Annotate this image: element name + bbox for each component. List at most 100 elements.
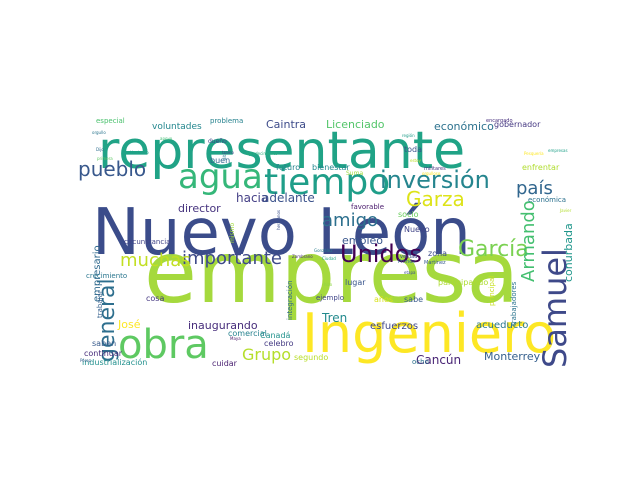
word-15: importante bbox=[182, 248, 282, 269]
word-63: favorable bbox=[351, 203, 384, 211]
word-23: director bbox=[178, 202, 221, 215]
word-40: crecimiento bbox=[86, 272, 127, 280]
word-16: muchas bbox=[120, 250, 191, 271]
word-1: Nuevo León bbox=[92, 196, 471, 270]
word-22: económico bbox=[434, 120, 494, 133]
word-28: voluntades bbox=[152, 122, 202, 132]
word-54: participando bbox=[438, 278, 488, 287]
word-41: trabajar bbox=[96, 290, 104, 318]
word-82: Maya bbox=[230, 336, 241, 341]
word-94: dueño bbox=[208, 138, 227, 145]
word-47: celebro bbox=[264, 339, 294, 348]
word-55: principal bbox=[488, 276, 496, 306]
word-72: encargado bbox=[486, 118, 513, 124]
word-80: González bbox=[314, 248, 332, 253]
word-71: económica bbox=[528, 196, 566, 204]
word-77: Primos bbox=[398, 259, 415, 265]
word-90: primera bbox=[97, 156, 113, 161]
word-19: Armando bbox=[518, 200, 539, 282]
word-11: García bbox=[458, 237, 529, 262]
word-76: Martínez bbox=[424, 259, 446, 266]
word-0: empresa bbox=[144, 223, 519, 323]
word-43: continuar bbox=[84, 349, 123, 358]
word-59: lugar bbox=[345, 278, 366, 287]
word-35: Monterrey bbox=[484, 350, 541, 363]
word-42: saben bbox=[92, 339, 116, 348]
word-93: agradecimiento bbox=[246, 151, 278, 156]
word-79: Ciudad bbox=[322, 256, 336, 261]
word-10: pueblo bbox=[78, 157, 146, 181]
word-98: región bbox=[402, 133, 415, 138]
word-83: Pérez bbox=[80, 358, 91, 363]
word-49: Canadá bbox=[260, 331, 291, 340]
word-96: estoy bbox=[410, 158, 422, 163]
word-70: enfrentar bbox=[522, 163, 560, 172]
word-24: empleo bbox=[342, 234, 383, 247]
word-58: cosa bbox=[146, 294, 164, 303]
word-2: representante bbox=[98, 121, 465, 181]
word-46: segundo bbox=[294, 353, 328, 362]
word-62: socio bbox=[398, 210, 419, 219]
word-4: obra bbox=[118, 322, 209, 368]
word-60: zona bbox=[428, 249, 447, 258]
word-73: militares bbox=[424, 166, 446, 172]
word-74: mismo bbox=[229, 223, 236, 243]
word-27: Licenciado bbox=[326, 118, 385, 131]
word-50: integración bbox=[286, 280, 294, 320]
word-97: orgulloso bbox=[422, 171, 441, 176]
word-31: inaugurando bbox=[188, 319, 258, 332]
word-75: verdad bbox=[400, 254, 417, 260]
word-67: toda bbox=[404, 145, 422, 154]
word-37: esfuerzos bbox=[370, 321, 418, 332]
word-99: empresas bbox=[548, 148, 568, 153]
word-56: trabajadores bbox=[510, 281, 518, 326]
word-7: Samuel bbox=[536, 248, 574, 368]
word-48: comercial bbox=[228, 329, 267, 338]
word-92: tramo bbox=[222, 150, 235, 155]
word-14: país bbox=[516, 178, 553, 199]
word-17: amigo bbox=[322, 210, 378, 231]
word-57: ocho bbox=[412, 358, 429, 366]
word-9: Unidos bbox=[340, 240, 422, 268]
word-100: apoyo bbox=[160, 136, 173, 141]
word-86: alta bbox=[222, 152, 227, 160]
word-26: Caintra bbox=[266, 118, 306, 131]
word-6: tiempo bbox=[264, 162, 390, 203]
word-32: José bbox=[117, 318, 141, 331]
word-68: buen bbox=[210, 156, 230, 165]
word-61: Nuevo bbox=[404, 225, 430, 234]
word-34: Cancún bbox=[416, 353, 461, 367]
word-87: Javier bbox=[559, 208, 572, 213]
word-89: orgullo bbox=[92, 130, 106, 135]
word-44: industrialización bbox=[82, 357, 147, 367]
word-12: general bbox=[95, 278, 120, 362]
word-5: agua bbox=[178, 157, 263, 197]
word-13: Garza bbox=[406, 187, 465, 211]
word-52: años bbox=[374, 295, 393, 304]
word-36: acueducto bbox=[476, 320, 528, 331]
word-66: Suma bbox=[346, 170, 363, 177]
word-21: adelante bbox=[262, 191, 315, 205]
word-84: hermanos bbox=[276, 210, 281, 230]
word-30: problema bbox=[210, 117, 243, 125]
word-20: hacia bbox=[236, 191, 268, 205]
word-39: circunstancia bbox=[124, 238, 170, 246]
word-51: ejemplo bbox=[316, 294, 344, 302]
word-88: Pesquería bbox=[524, 151, 544, 156]
word-3: Ingeniero bbox=[302, 302, 556, 365]
word-8: inversión bbox=[380, 166, 490, 194]
word-95: Dijo bbox=[96, 147, 104, 152]
word-53: sabe bbox=[404, 295, 423, 304]
word-38: empresario bbox=[92, 245, 103, 302]
word-65: bienestar bbox=[312, 163, 350, 172]
word-64: futuro bbox=[276, 163, 300, 172]
word-81: etapa bbox=[404, 270, 416, 275]
word-69: gobernador bbox=[494, 120, 541, 129]
word-29: especial bbox=[96, 117, 125, 125]
word-85: hizo bbox=[324, 282, 333, 287]
word-78: Zambrano bbox=[292, 254, 313, 259]
word-91: Haciendo bbox=[130, 150, 149, 155]
word-18: Grupo bbox=[242, 345, 291, 364]
